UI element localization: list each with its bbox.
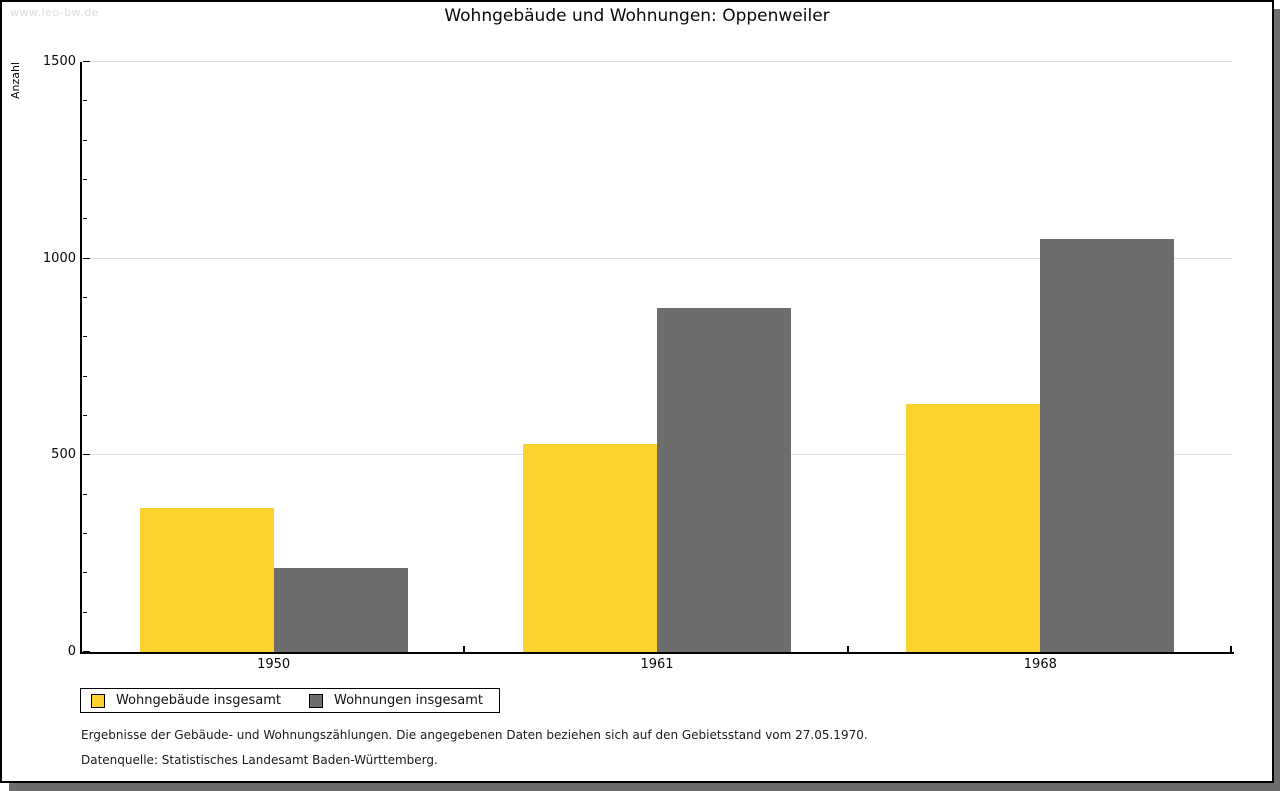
- x-tick-2: [846, 646, 849, 653]
- y-tick-500: [83, 454, 90, 456]
- x-tick-0: [80, 646, 82, 653]
- x-axis-line: [80, 652, 1234, 654]
- bar-wohnungen-insgesamt-1950: [273, 568, 408, 652]
- y-tick-label-500: 500: [51, 447, 76, 463]
- y-tick-label-1500: 1500: [42, 54, 76, 69]
- x-tick-3: [1230, 646, 1232, 653]
- x-tick-1: [463, 646, 466, 653]
- y-tick-1000: [83, 257, 90, 259]
- y-axis-label: Anzahl: [9, 61, 22, 99]
- plot-area: [82, 61, 1232, 652]
- y-minor-tick-200: [83, 572, 87, 574]
- gridline-1000: [82, 257, 1232, 259]
- y-axis-line: [80, 62, 82, 654]
- y-minor-tick-400: [83, 493, 87, 495]
- x-axis-label-1961: 1961: [640, 657, 674, 672]
- bar-wohngeb-ude-insgesamt-1968: [906, 404, 1041, 652]
- footnote-source-note: Ergebnisse der Gebäude- und Wohnungszähl…: [81, 728, 868, 742]
- y-tick-0: [83, 651, 90, 652]
- watermark: www.leo-bw.de: [10, 6, 99, 19]
- y-tick-1500: [83, 61, 90, 62]
- bar-wohnungen-insgesamt-1961: [657, 307, 791, 652]
- y-minor-tick-700: [83, 375, 87, 377]
- y-tick-label-0: 0: [67, 644, 76, 659]
- y-minor-tick-600: [83, 415, 87, 416]
- legend-label-wohnungen: Wohnungen insgesamt: [334, 693, 483, 708]
- legend-swatch-wohnungen: [309, 693, 323, 708]
- y-minor-tick-1100: [83, 218, 87, 220]
- x-axis-label-1968: 1968: [1023, 657, 1057, 672]
- y-minor-tick-1300: [83, 139, 87, 141]
- y-minor-tick-300: [83, 533, 87, 534]
- bar-wohngeb-ude-insgesamt-1961: [523, 443, 657, 652]
- y-minor-tick-1400: [83, 100, 87, 102]
- legend-label-wohngebaeude: Wohngebäude insgesamt: [116, 693, 281, 708]
- bar-wohnungen-insgesamt-1968: [1040, 239, 1175, 652]
- y-minor-tick-1200: [83, 179, 87, 180]
- legend: Wohngebäude insgesamt Wohnungen insgesam…: [80, 688, 500, 713]
- legend-swatch-wohngebaeude: [91, 693, 105, 708]
- chart-title: Wohngebäude und Wohnungen: Oppenweiler: [444, 6, 830, 26]
- legend-item-wohnungen: Wohnungen insgesamt: [309, 693, 483, 708]
- y-tick-label-1000: 1000: [42, 250, 76, 266]
- bar-wohngeb-ude-insgesamt-1950: [139, 508, 274, 652]
- legend-item-wohngebaeude: Wohngebäude insgesamt: [91, 693, 281, 708]
- y-minor-tick-800: [83, 336, 87, 338]
- x-axis-label-1950: 1950: [257, 657, 291, 672]
- y-minor-tick-100: [83, 611, 87, 613]
- footnote-data-source: Datenquelle: Statistisches Landesamt Bad…: [81, 753, 438, 767]
- y-minor-tick-900: [83, 297, 87, 298]
- gridline-1500: [82, 61, 1232, 62]
